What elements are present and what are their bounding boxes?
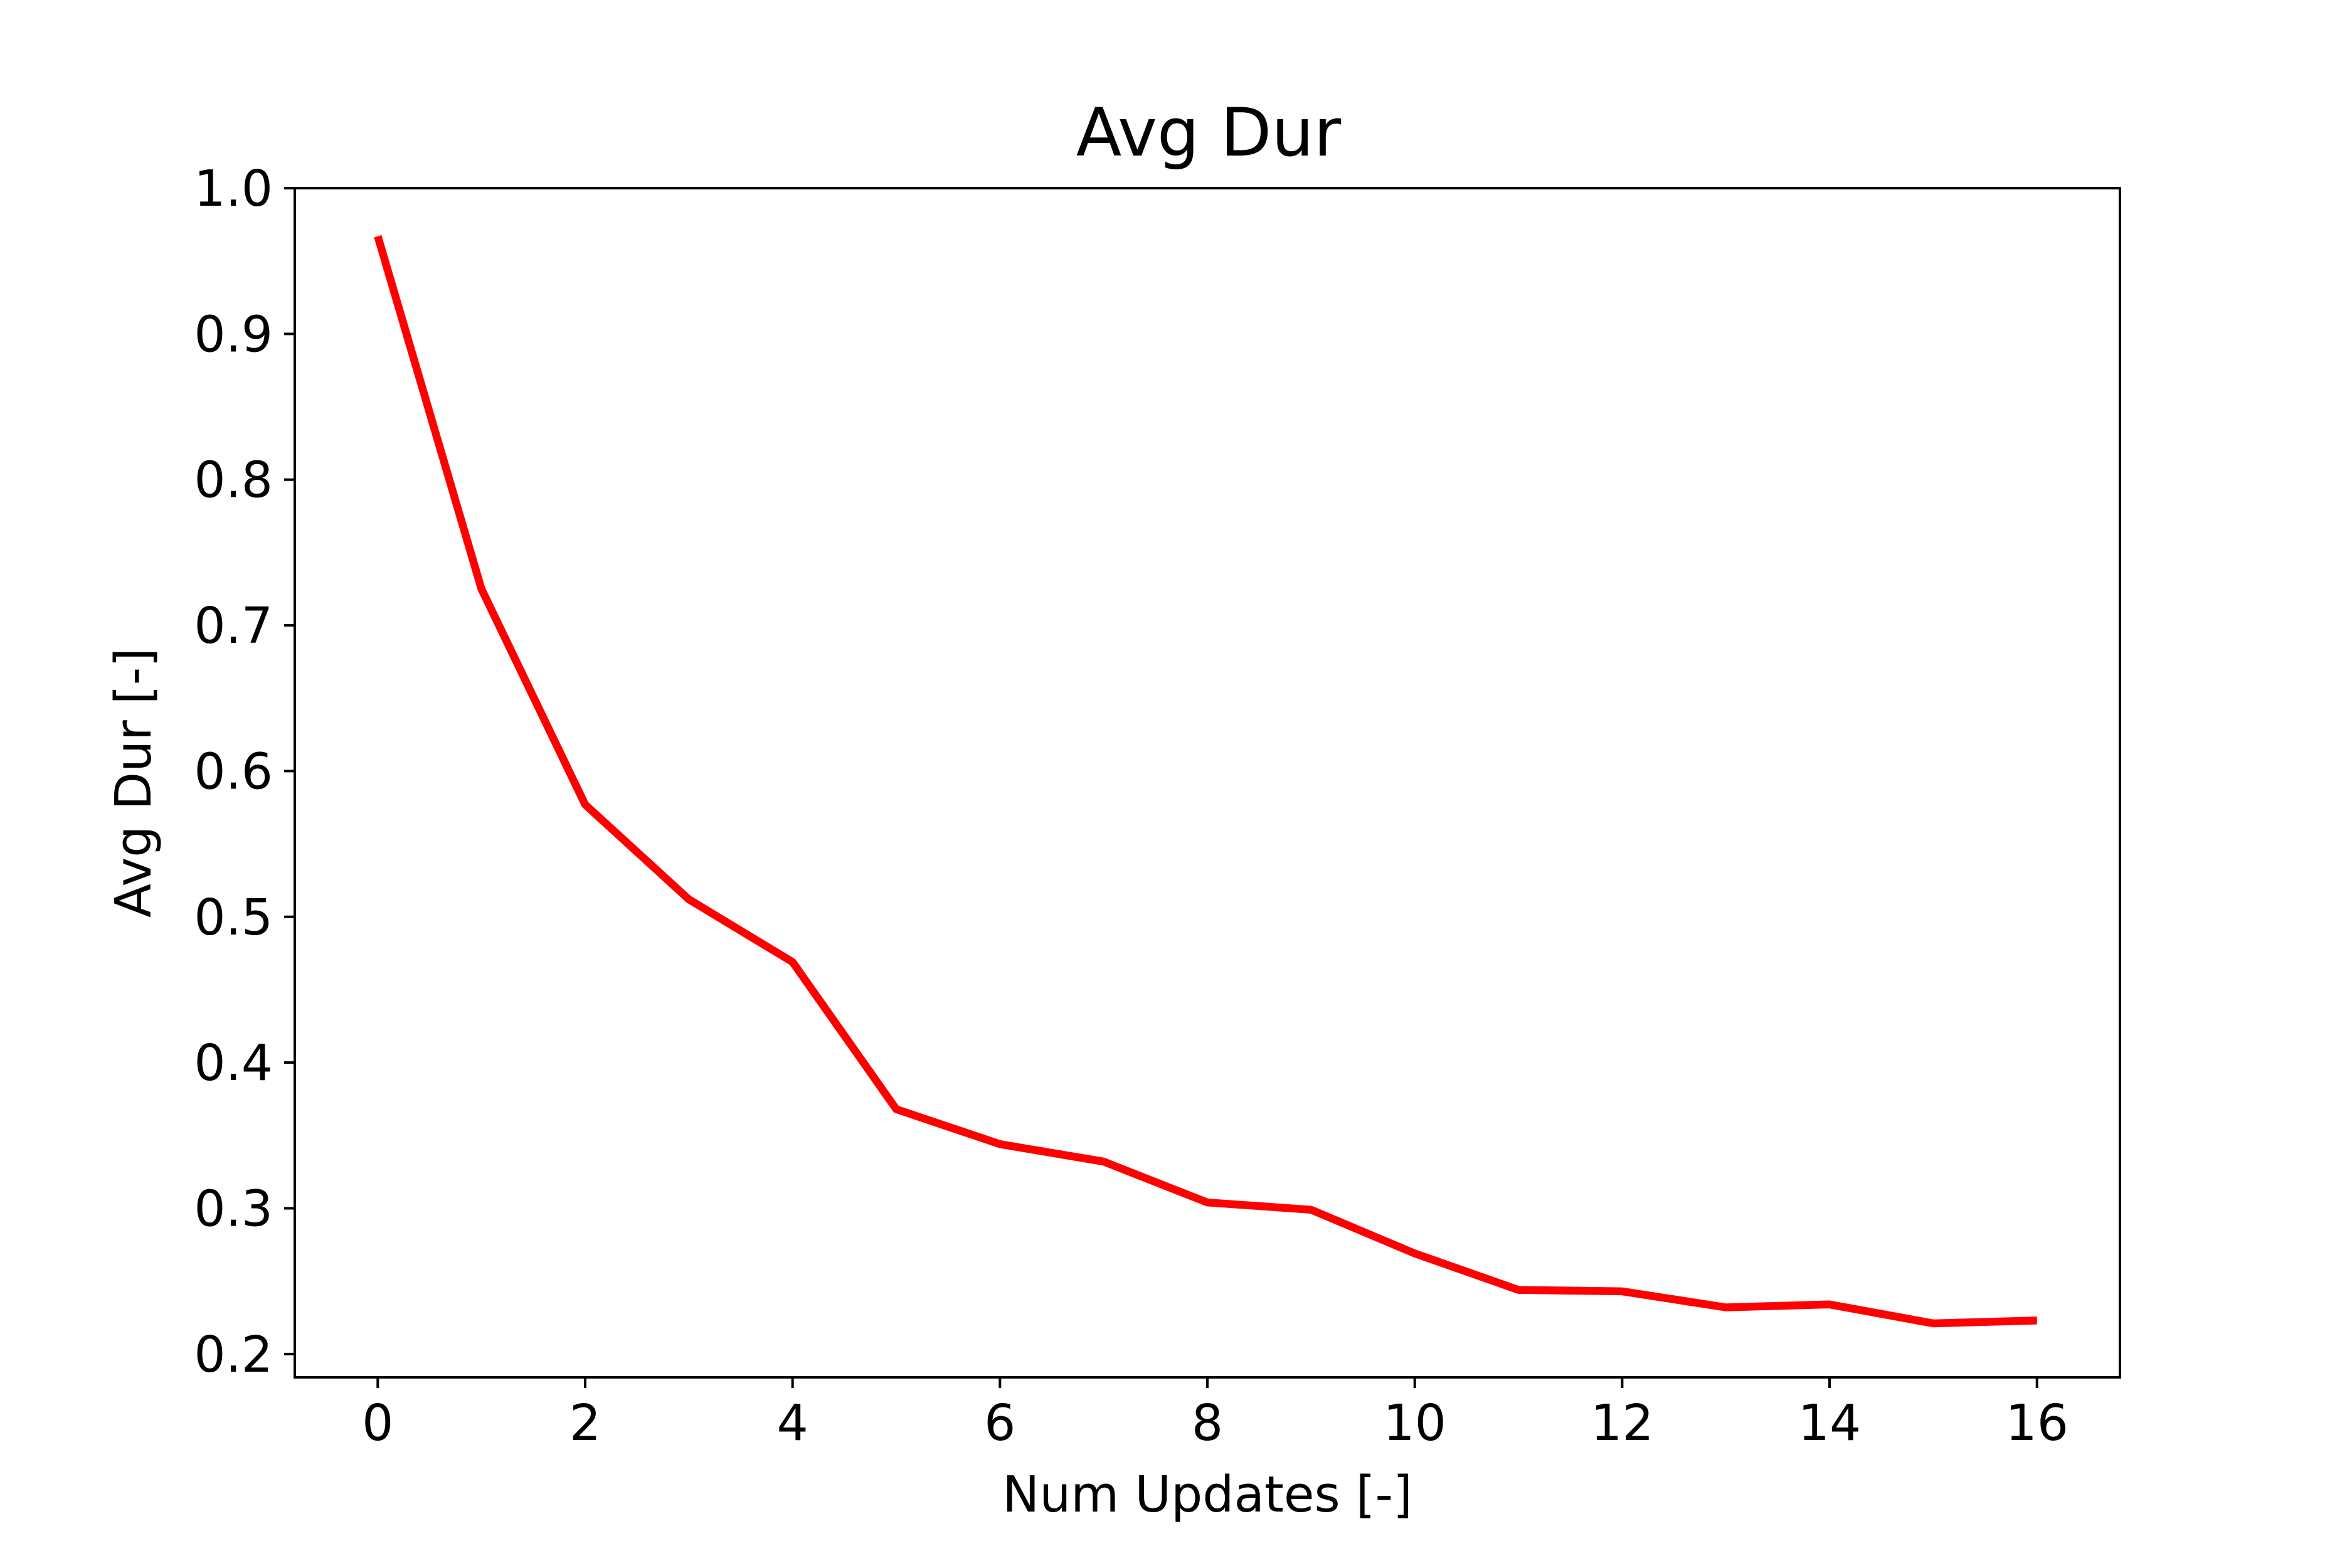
- y-tick-label: 0.7: [194, 597, 273, 655]
- x-tick-label: 0: [362, 1394, 393, 1452]
- x-tick-label: 6: [984, 1394, 1015, 1452]
- x-tick-label: 2: [569, 1394, 601, 1452]
- x-tick-label: 8: [1192, 1394, 1223, 1452]
- x-axis-ticks: 0 2 4 6 8 10 12 14 16: [362, 1377, 2069, 1452]
- y-tick-label: 0.9: [194, 305, 273, 363]
- y-tick-label: 0.2: [194, 1326, 273, 1384]
- plot-frame: [294, 187, 2121, 1379]
- series-line: [374, 235, 2037, 1328]
- x-tick-label: 4: [777, 1394, 808, 1452]
- x-tick-label: 12: [1591, 1394, 1654, 1452]
- x-axis-label: Num Updates [-]: [1002, 1466, 1412, 1523]
- y-tick-label: 0.5: [194, 889, 273, 946]
- x-tick-label: 14: [1798, 1394, 1862, 1452]
- x-tick-label: 16: [2005, 1394, 2069, 1452]
- y-tick-label: 0.6: [194, 743, 273, 800]
- y-tick-label: 0.3: [194, 1180, 273, 1237]
- plot-area: 0 2 4 6 8 10 12 14 16 0.2 0.3 0.4 0.5 0.6 0.7 0.8 0.9 1.…: [194, 160, 2121, 1452]
- y-axis-label: Avg Dur [-]: [105, 648, 162, 918]
- y-axis-ticks: 0.2 0.3 0.4 0.5 0.6 0.7 0.8 0.9 1.0: [194, 160, 295, 1384]
- y-tick-label: 1.0: [194, 160, 273, 218]
- plot-background: [295, 188, 2120, 1377]
- y-tick-label: 0.8: [194, 452, 273, 509]
- series-layer: [374, 235, 2037, 1328]
- x-tick-label: 10: [1383, 1394, 1446, 1452]
- y-tick-label: 0.4: [194, 1034, 273, 1092]
- chart-title: Avg Dur: [1076, 94, 1342, 171]
